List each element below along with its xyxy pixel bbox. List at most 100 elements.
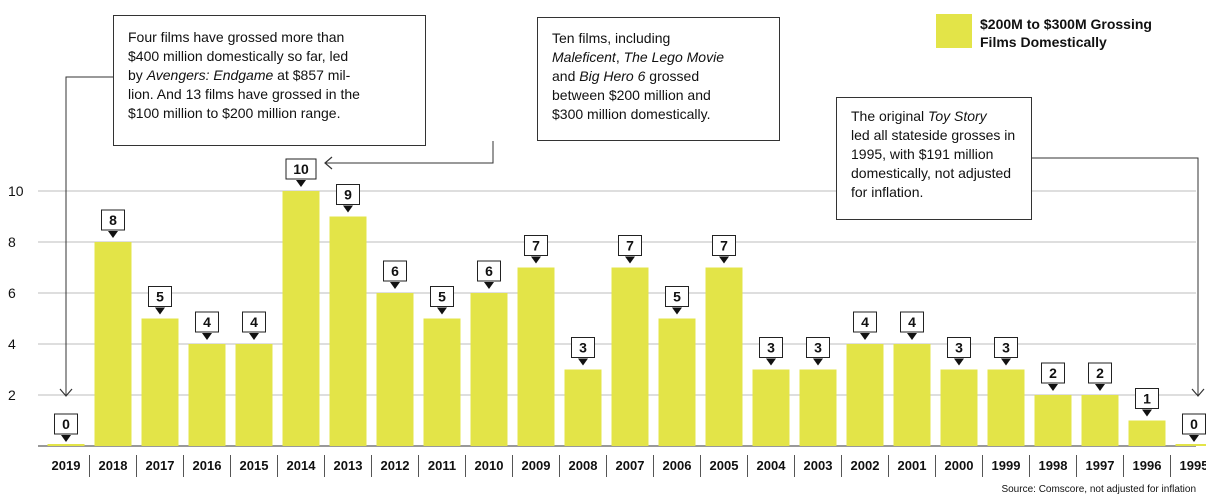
data-label-2015: 4: [242, 311, 266, 340]
y-tick-label: 6: [8, 285, 16, 301]
data-label-2016: 4: [195, 311, 219, 340]
legend-swatch: [936, 14, 972, 48]
x-tick-2016: 2016: [193, 458, 222, 473]
data-label-2010: 6: [477, 260, 501, 289]
x-axis: 2019 2018 2017 2016 2015 2014 2013 2012 2011 2010…: [52, 455, 1206, 477]
data-label-2019: 0: [54, 413, 78, 442]
svg-text:5: 5: [156, 289, 164, 305]
x-tick-2008: 2008: [569, 458, 598, 473]
annotation-line: by Avengers: Endgame at $857 mil-: [128, 67, 351, 83]
svg-text:1: 1: [1143, 391, 1151, 407]
bar-2007: [611, 267, 649, 446]
data-label-2008: 3: [571, 337, 595, 366]
x-tick-1995: 1995: [1180, 458, 1206, 473]
svg-text:2: 2: [1049, 365, 1057, 381]
x-tick-1997: 1997: [1086, 458, 1115, 473]
bar-2012: [376, 293, 414, 446]
bar-2006: [658, 318, 696, 446]
connector-2014: [325, 141, 494, 164]
svg-text:3: 3: [579, 340, 587, 356]
x-tick-2018: 2018: [99, 458, 128, 473]
svg-text:10: 10: [293, 161, 309, 177]
x-tick-2015: 2015: [240, 458, 269, 473]
x-tick-2011: 2011: [428, 458, 456, 473]
bar-2000: [940, 369, 978, 446]
annotation-line: $300 million domestically.: [552, 106, 711, 122]
data-label-2004: 3: [759, 337, 783, 366]
connector-2019: [65, 76, 113, 396]
x-tick-1998: 1998: [1039, 458, 1068, 473]
bar-2017: [141, 318, 179, 446]
x-tick-2009: 2009: [522, 458, 551, 473]
x-tick-2017: 2017: [146, 458, 175, 473]
data-label-2002: 4: [853, 311, 877, 340]
svg-text:4: 4: [861, 314, 869, 330]
svg-text:3: 3: [814, 340, 822, 356]
bars: [47, 191, 1206, 446]
data-label-2012: 6: [383, 260, 407, 289]
x-tick-2007: 2007: [616, 458, 645, 473]
x-tick-2013: 2013: [334, 458, 363, 473]
data-label-2011: 5: [430, 286, 454, 315]
annotation-line: domestically, not adjusted: [851, 165, 1012, 181]
legend: $200M to $300M Grossing Films Domestical…: [936, 14, 1152, 50]
svg-text:5: 5: [438, 289, 446, 305]
y-tick-label: 10: [8, 183, 24, 199]
data-label-2003: 3: [806, 337, 830, 366]
data-label-2013: 9: [336, 184, 360, 213]
y-tick-label: 4: [8, 336, 16, 352]
x-tick-2019: 2019: [52, 458, 81, 473]
annotation-line: 1995, with $191 million: [851, 146, 994, 162]
x-tick-2004: 2004: [757, 458, 787, 473]
bar-2010: [470, 293, 508, 446]
svg-text:3: 3: [955, 340, 963, 356]
svg-text:7: 7: [626, 238, 634, 254]
annotation-line: between $200 million and: [552, 87, 711, 103]
svg-text:5: 5: [673, 289, 681, 305]
svg-text:7: 7: [532, 238, 540, 254]
bar-2019: [47, 444, 85, 446]
x-tick-2005: 2005: [710, 458, 739, 473]
bar-1995: [1175, 444, 1206, 446]
data-label-2018: 8: [101, 209, 125, 238]
x-tick-2014: 2014: [287, 458, 317, 473]
annotation-line: led all stateside grosses in: [851, 127, 1016, 143]
bar-1998: [1034, 395, 1072, 446]
x-tick-2000: 2000: [945, 458, 974, 473]
svg-text:2: 2: [1096, 365, 1104, 381]
annotation-line: lion. And 13 films have grossed in the: [128, 86, 360, 102]
y-tick-label: 2: [8, 387, 16, 403]
bar-1999: [987, 369, 1025, 446]
y-tick-label: 8: [8, 234, 16, 250]
data-label-2009: 7: [524, 235, 548, 264]
x-tick-2012: 2012: [381, 458, 410, 473]
annotation-line: The original Toy Story: [851, 108, 987, 124]
bar-1997: [1081, 395, 1119, 446]
x-tick-2010: 2010: [475, 458, 504, 473]
bar-2011: [423, 318, 461, 446]
annotation-line: and Big Hero 6 grossed: [552, 68, 700, 84]
bar-2002: [846, 344, 884, 446]
data-label-1995: 0: [1182, 413, 1206, 442]
annotation-line: Four films have grossed more than: [128, 29, 345, 45]
source-note: Source: Comscore, not adjusted for infla…: [1001, 484, 1196, 495]
bar-1996: [1128, 420, 1166, 446]
bar-2008: [564, 369, 602, 446]
data-label-2005: 7: [712, 235, 736, 264]
data-label-2017: 5: [148, 286, 172, 315]
svg-text:3: 3: [1002, 340, 1010, 356]
data-label-1996: 1: [1135, 388, 1159, 417]
svg-text:4: 4: [250, 314, 258, 330]
x-tick-2001: 2001: [898, 458, 927, 473]
svg-text:4: 4: [908, 314, 916, 330]
bar-2013: [329, 216, 367, 446]
svg-text:3: 3: [767, 340, 775, 356]
x-tick-1999: 1999: [992, 458, 1021, 473]
bar-2016: [188, 344, 226, 446]
annotation-1995: The original Toy Story led all stateside …: [836, 97, 1032, 220]
legend-label-line2: Films Domestically: [980, 34, 1107, 50]
annotation-line: $400 million domestically so far, led: [128, 48, 349, 64]
svg-text:9: 9: [344, 187, 352, 203]
